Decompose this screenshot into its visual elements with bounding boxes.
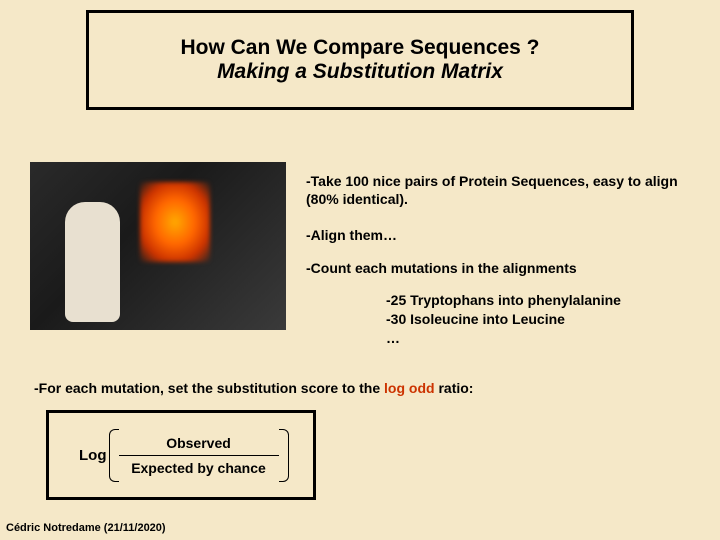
formula-box: Log Observed Expected by chance xyxy=(46,410,316,500)
title-line2: Making a Substitution Matrix xyxy=(217,60,503,84)
log-odd-highlight: log odd xyxy=(384,380,435,396)
bullets-main: -Take 100 nice pairs of Protein Sequence… xyxy=(306,172,706,347)
chef-photo xyxy=(30,162,286,330)
bracket-right xyxy=(279,429,289,482)
for-each-line: -For each mutation, set the substitution… xyxy=(34,380,473,396)
for-each-suffix: ratio: xyxy=(435,380,474,396)
for-each-prefix: -For each mutation, set the substitution… xyxy=(34,380,384,396)
title-box: How Can We Compare Sequences ? Making a … xyxy=(86,10,634,110)
sub-bullet-3: … xyxy=(386,329,706,348)
bullet-3: -Count each mutations in the alignments xyxy=(306,259,706,277)
sub-bullets: -25 Tryptophans into phenylalanine -30 I… xyxy=(386,291,706,348)
fraction-denominator: Expected by chance xyxy=(131,456,266,476)
bullet-2: -Align them… xyxy=(306,226,706,244)
bracket-left xyxy=(109,429,119,482)
footer-credit: Cédric Notredame (21/11/2020) xyxy=(6,522,166,534)
bullet-1: -Take 100 nice pairs of Protein Sequence… xyxy=(306,172,706,208)
sub-bullet-1: -25 Tryptophans into phenylalanine xyxy=(386,291,706,310)
title-line1: How Can We Compare Sequences ? xyxy=(180,36,539,60)
fraction-numerator: Observed xyxy=(166,435,231,455)
sub-bullet-2: -30 Isoleucine into Leucine xyxy=(386,310,706,329)
formula-log: Log xyxy=(79,447,107,464)
formula-fraction: Observed Expected by chance xyxy=(119,435,279,476)
